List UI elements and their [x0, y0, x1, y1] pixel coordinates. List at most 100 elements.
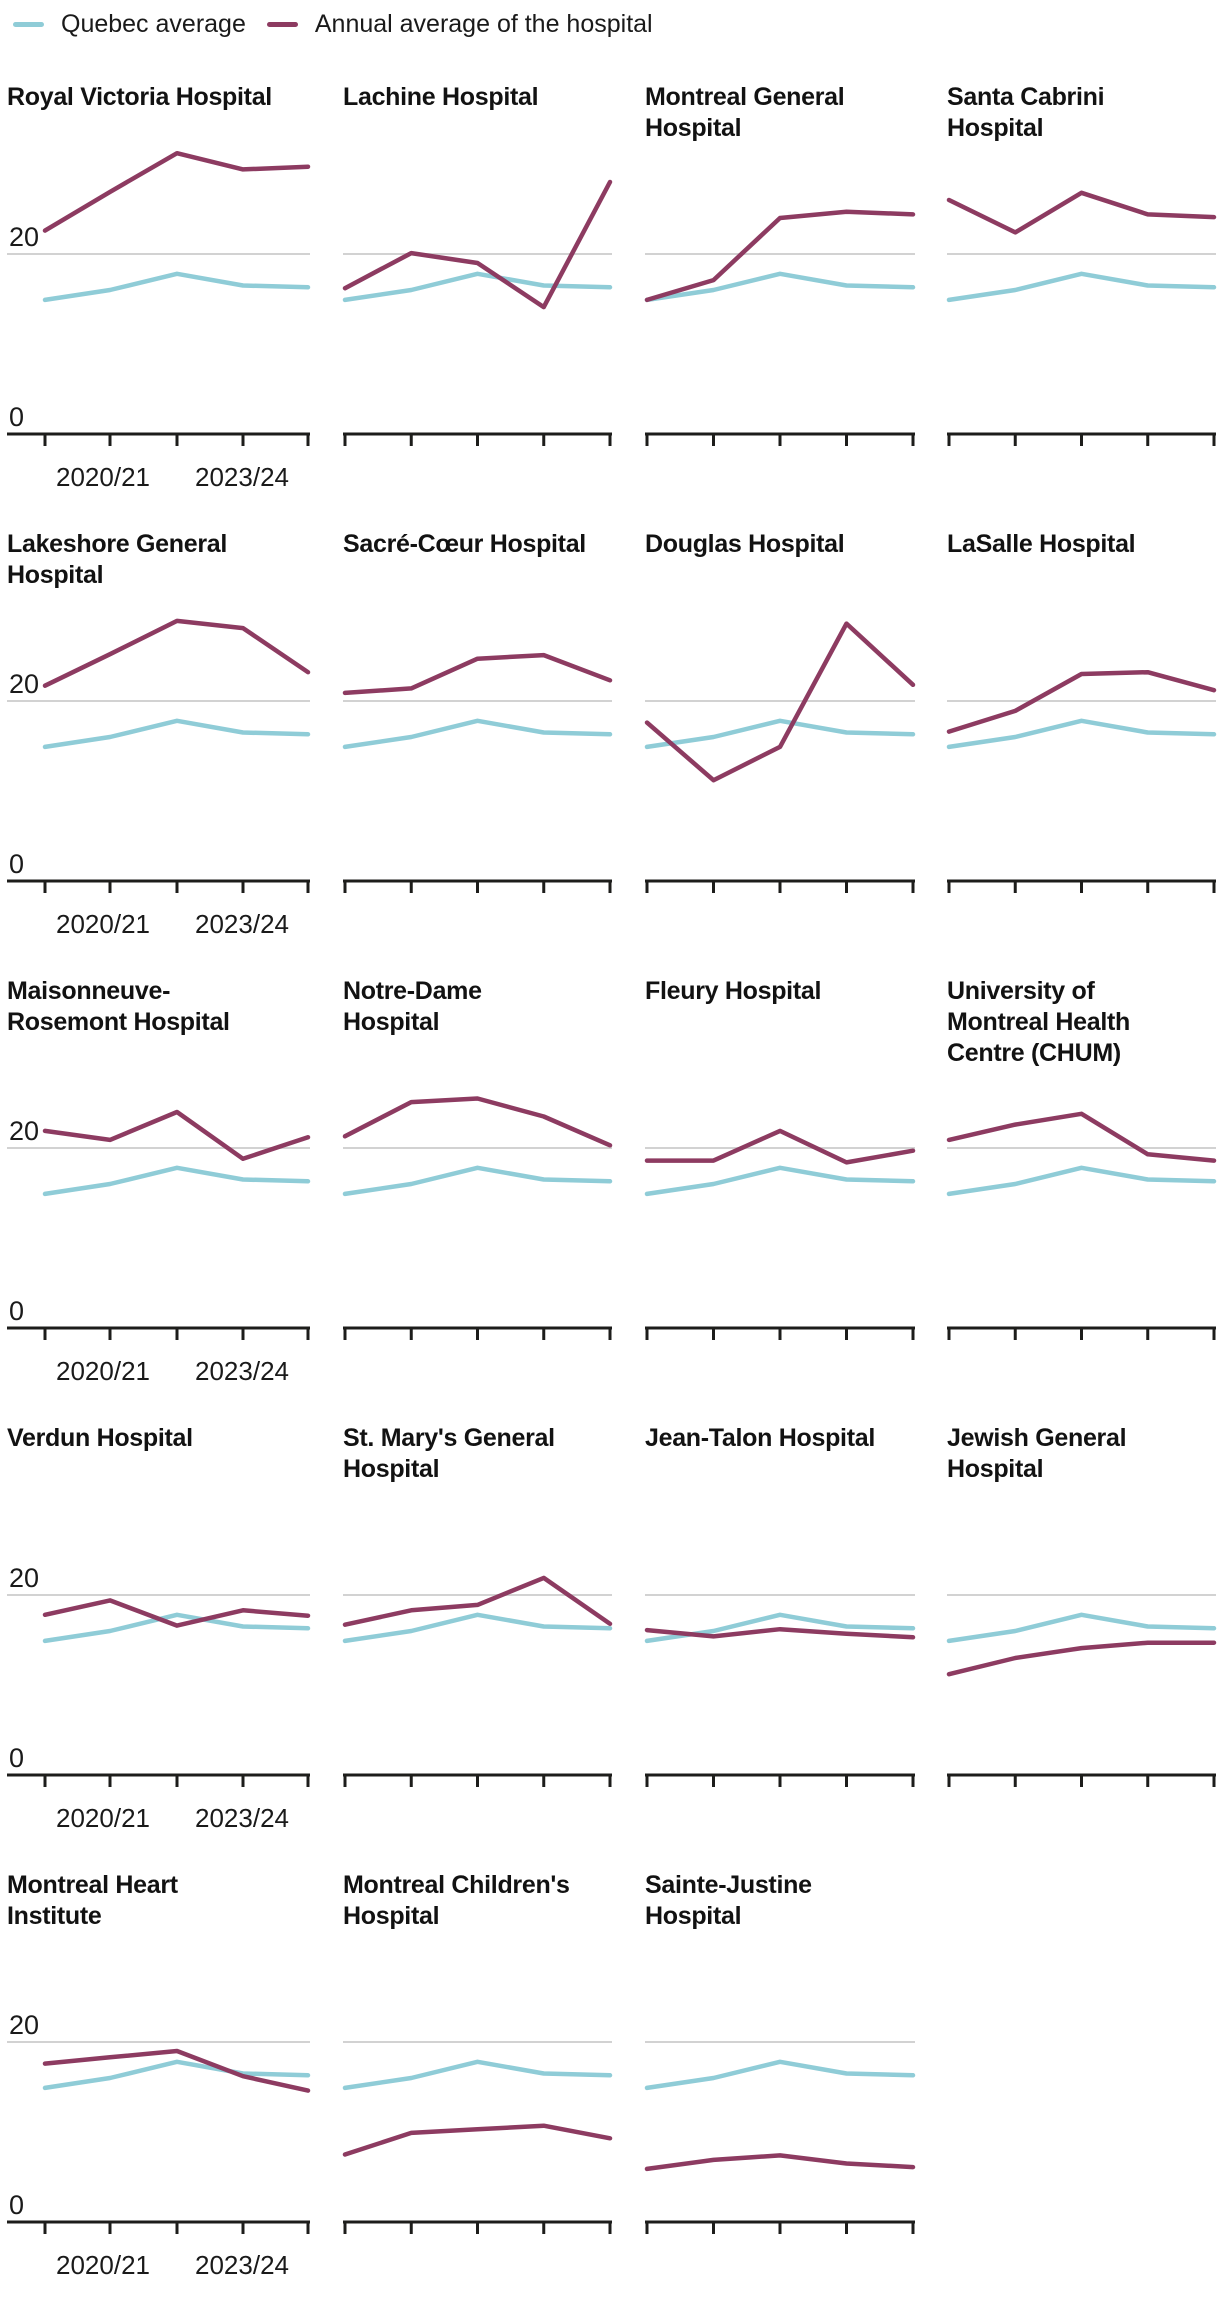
- hospital-panel: Santa Cabrini Hospital: [946, 82, 1217, 529]
- chart-title: University of Montreal Health Centre (CHUM…: [947, 977, 1131, 1067]
- hospital-average-line: [342, 2123, 613, 2157]
- hospital-panel: Sacré-Cœur Hospital: [342, 529, 613, 976]
- chart-title: Fleury Hospital: [645, 977, 822, 1005]
- mini-chart: 20 0 2020/21 2023/24: [7, 618, 311, 939]
- quebec-average-line: [946, 1165, 1217, 1197]
- mini-chart: 20 0 2020/21 2023/24: [7, 1109, 311, 1386]
- y-axis-label-20: 20: [9, 2010, 39, 2040]
- chart-title: Lakeshore General Hospital: [7, 530, 228, 589]
- hospital-panel: Montreal Children's Hospital: [342, 1870, 613, 2312]
- mini-chart: [946, 1111, 1217, 1340]
- hospital-panel: Fleury Hospital: [644, 976, 916, 1423]
- hospital-average-line: [946, 669, 1217, 734]
- chart-title: Notre-Dame Hospital: [343, 977, 482, 1036]
- mini-chart: [946, 669, 1217, 893]
- mini-chart: [644, 2041, 916, 2234]
- x-axis-label-2023-24: 2023/24: [195, 1803, 289, 1833]
- mini-chart: [342, 652, 613, 893]
- chart-title: Douglas Hospital: [645, 530, 845, 558]
- x-axis-label-2020-21: 2020/21: [56, 2250, 150, 2280]
- quebec-average-line: [946, 1612, 1217, 1644]
- x-axis-label-2020-21: 2020/21: [56, 462, 150, 492]
- hospital-panel: Lachine Hospital: [342, 82, 613, 529]
- quebec-average-line-swatch-icon: [13, 22, 44, 27]
- quebec-average-line: [644, 271, 916, 303]
- quebec-average-line: [644, 2059, 916, 2091]
- hospital-average-line: [342, 179, 613, 310]
- mini-chart: [342, 1575, 613, 1787]
- mini-chart: [946, 190, 1217, 446]
- x-axis-label-2020-21: 2020/21: [56, 1803, 150, 1833]
- hospital-panel: Notre-Dame Hospital: [342, 976, 613, 1423]
- chart-title: Maisonneuve- Rosemont Hospital: [7, 977, 230, 1036]
- hospital-panel: Maisonneuve- Rosemont Hospital 20 0 2020/21 2…: [7, 976, 311, 1423]
- legend-label-quebec-average: Quebec average: [61, 10, 246, 38]
- x-axis-label-2023-24: 2023/24: [195, 909, 289, 939]
- x-axis-label-2023-24: 2023/24: [195, 2250, 289, 2280]
- quebec-average-line: [342, 1612, 613, 1644]
- hospital-average-line: [42, 2048, 311, 2093]
- x-axis-label-2020-21: 2020/21: [56, 1356, 150, 1386]
- quebec-average-line: [342, 1165, 613, 1197]
- legend-item-hospital-average: Annual average of the hospital: [266, 10, 653, 39]
- x-axis-label-2023-24: 2023/24: [195, 462, 289, 492]
- hospital-average-line: [342, 1096, 613, 1148]
- chart-title: Santa Cabrini Hospital: [947, 83, 1105, 142]
- hospital-average-line: [644, 621, 916, 783]
- hospital-average-line: [644, 209, 916, 303]
- hospital-panel: Montreal Heart Institute 20 0 2020/21 2023/24: [7, 1870, 311, 2312]
- mini-chart: [342, 2041, 613, 2234]
- y-axis-label-0: 0: [9, 1743, 24, 1773]
- hospital-panel: University of Montreal Health Centre (CHUM…: [946, 976, 1217, 1423]
- x-axis-label-2020-21: 2020/21: [56, 909, 150, 939]
- hospital-average-line: [644, 2153, 916, 2172]
- y-axis-label-0: 0: [9, 402, 24, 432]
- hospital-average-line: [644, 1626, 916, 1640]
- quebec-average-line: [42, 1165, 311, 1197]
- legend-item-quebec-average: Quebec average: [13, 10, 246, 39]
- quebec-average-line: [644, 1165, 916, 1197]
- hospital-panel: Montreal General Hospital: [644, 82, 916, 529]
- hospital-average-line-swatch-icon: [266, 22, 298, 27]
- hospital-average-line: [946, 1111, 1217, 1163]
- y-axis-label-0: 0: [9, 1296, 24, 1326]
- y-axis-label-20: 20: [9, 1116, 39, 1146]
- hospital-panel: Douglas Hospital: [644, 529, 916, 976]
- hospital-average-line: [42, 1109, 311, 1162]
- chart-title: Lachine Hospital: [343, 83, 539, 111]
- chart-title: Montreal Heart Institute: [7, 1871, 178, 1930]
- mini-chart: 20 0 2020/21 2023/24: [7, 1563, 311, 1833]
- quebec-average-line: [42, 718, 311, 750]
- legend: Quebec average Annual average of the hos…: [13, 10, 653, 39]
- legend-label-hospital-average: Annual average of the hospital: [314, 10, 653, 38]
- mini-chart: 20 0 2020/21 2023/24: [7, 150, 311, 492]
- quebec-average-line: [342, 718, 613, 750]
- hospital-average-line: [946, 1640, 1217, 1677]
- y-axis-label-0: 0: [9, 849, 24, 879]
- chart-title: St. Mary's General Hospital: [343, 1424, 555, 1483]
- mini-chart: [644, 1128, 916, 1340]
- hospital-panel: Jean-Talon Hospital: [644, 1423, 916, 1870]
- quebec-average-line: [42, 2059, 311, 2091]
- mini-chart: [644, 621, 916, 893]
- chart-title: Jewish General Hospital: [947, 1424, 1127, 1483]
- y-axis-label-20: 20: [9, 222, 39, 252]
- x-axis-label-2023-24: 2023/24: [195, 1356, 289, 1386]
- chart-title: Jean-Talon Hospital: [645, 1424, 875, 1452]
- mini-chart: [644, 1594, 916, 1787]
- mini-chart: [644, 209, 916, 446]
- quebec-average-line: [342, 2059, 613, 2091]
- hospital-average-line: [42, 150, 311, 233]
- hospital-average-line: [42, 618, 311, 688]
- hospital-panel: Royal Victoria Hospital 20 0 2020/21 2023/24: [7, 82, 311, 529]
- chart-title: Verdun Hospital: [7, 1424, 193, 1452]
- mini-chart: 20 0 2020/21 2023/24: [7, 2010, 311, 2280]
- quebec-average-line: [946, 271, 1217, 303]
- mini-chart: [342, 179, 613, 446]
- chart-title: Montreal Children's Hospital: [343, 1871, 570, 1930]
- hospital-average-line: [644, 1128, 916, 1165]
- mini-chart: [946, 1594, 1217, 1787]
- quebec-average-line: [42, 1612, 311, 1644]
- quebec-average-line: [42, 271, 311, 303]
